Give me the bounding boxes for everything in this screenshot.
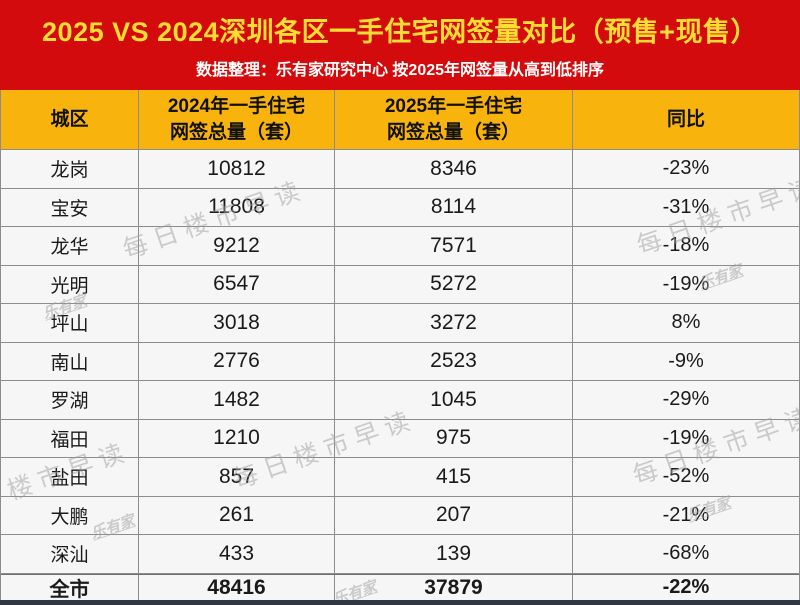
table-row: 福田 1210 975 -19%	[1, 419, 799, 458]
value-2024-cell: 261	[138, 496, 334, 534]
value-2025-cell: 207	[334, 496, 572, 534]
yoy-cell: -23%	[572, 150, 799, 188]
value-2025-cell: 415	[334, 458, 572, 496]
table-row: 宝安 11808 8114 -31%	[1, 188, 799, 227]
district-cell: 深汕	[50, 545, 89, 567]
district-cell: 龙华	[50, 237, 89, 259]
header-2025-total: 2025年一手住宅 网签总量（套）	[334, 90, 572, 149]
value-2025-cell-total: 37879	[334, 574, 572, 601]
district-cell: 南山	[50, 352, 89, 374]
yoy-cell: -18%	[572, 227, 799, 265]
district-cell: 盐田	[50, 468, 89, 490]
value-2025-cell: 7571	[334, 227, 572, 265]
value-2024-cell: 2776	[138, 342, 334, 380]
table-row: 盐田 857 415 -52%	[1, 458, 799, 497]
value-2025-cell: 139	[334, 535, 572, 573]
yoy-cell-total: -22%	[572, 574, 799, 601]
value-2024-cell: 9212	[138, 227, 334, 265]
value-2024-cell: 3018	[138, 304, 334, 342]
district-cell: 宝安	[50, 198, 89, 220]
table-row-total: 全市 48416 37879 -22%	[1, 573, 799, 602]
value-2025-cell: 8346	[334, 150, 572, 188]
yoy-cell: -31%	[572, 188, 799, 226]
table-row: 罗湖 1482 1045 -29%	[1, 381, 799, 420]
value-2024-cell: 1210	[138, 419, 334, 457]
page-subtitle: 数据整理：乐有家研究中心 按2025年网签量从高到低排序	[195, 62, 605, 79]
title-banner: 2025 VS 2024深圳各区一手住宅网签量对比（预售+现售） 数据整理：乐有…	[0, 0, 800, 90]
yoy-cell: -29%	[572, 381, 799, 419]
header-district: 城区	[50, 108, 89, 130]
table-row: 大鹏 261 207 -21%	[1, 496, 799, 535]
header-yoy: 同比	[572, 90, 799, 149]
yoy-cell: 8%	[572, 304, 799, 342]
value-2025-cell: 975	[334, 419, 572, 457]
table-row: 深汕 433 139 -68%	[1, 535, 799, 574]
yoy-cell: -9%	[572, 342, 799, 380]
value-2025-cell: 5272	[334, 265, 572, 303]
bottom-border-bar	[0, 600, 800, 605]
value-2025-cell: 1045	[334, 381, 572, 419]
district-cell: 坪山	[50, 314, 89, 336]
value-2025-cell: 3272	[334, 304, 572, 342]
header-2024-total: 2024年一手住宅 网签总量（套）	[138, 90, 334, 149]
district-cell: 龙岗	[50, 160, 89, 182]
value-2024-cell: 6547	[138, 265, 334, 303]
signings-comparison-table: 城区 2024年一手住宅 网签总量（套） 2025年一手住宅 网签总量（套） 同…	[0, 90, 800, 602]
yoy-cell: -68%	[572, 535, 799, 573]
yoy-cell: -52%	[572, 458, 799, 496]
value-2024-cell-total: 48416	[138, 574, 334, 601]
yoy-cell: -21%	[572, 496, 799, 534]
district-cell: 福田	[50, 429, 89, 451]
district-cell-total: 全市	[49, 579, 90, 601]
yoy-cell: -19%	[572, 419, 799, 457]
table-row: 光明 6547 5272 -19%	[1, 265, 799, 304]
page-title: 2025 VS 2024深圳各区一手住宅网签量对比（预售+现售）	[42, 17, 758, 47]
value-2024-cell: 433	[138, 535, 334, 573]
table-row: 坪山 3018 3272 8%	[1, 304, 799, 343]
district-cell: 光明	[50, 275, 89, 297]
value-2024-cell: 857	[138, 458, 334, 496]
table-row: 龙华 9212 7571 -18%	[1, 227, 799, 266]
table-row: 龙岗 10812 8346 -23%	[1, 150, 799, 189]
table-row: 南山 2776 2523 -9%	[1, 342, 799, 381]
value-2025-cell: 8114	[334, 188, 572, 226]
value-2024-cell: 11808	[138, 188, 334, 226]
district-cell: 大鹏	[50, 506, 89, 528]
value-2024-cell: 1482	[138, 381, 334, 419]
yoy-cell: -19%	[572, 265, 799, 303]
district-cell: 罗湖	[50, 391, 89, 413]
value-2024-cell: 10812	[138, 150, 334, 188]
value-2025-cell: 2523	[334, 342, 572, 380]
table-header-row: 城区 2024年一手住宅 网签总量（套） 2025年一手住宅 网签总量（套） 同…	[1, 90, 799, 150]
